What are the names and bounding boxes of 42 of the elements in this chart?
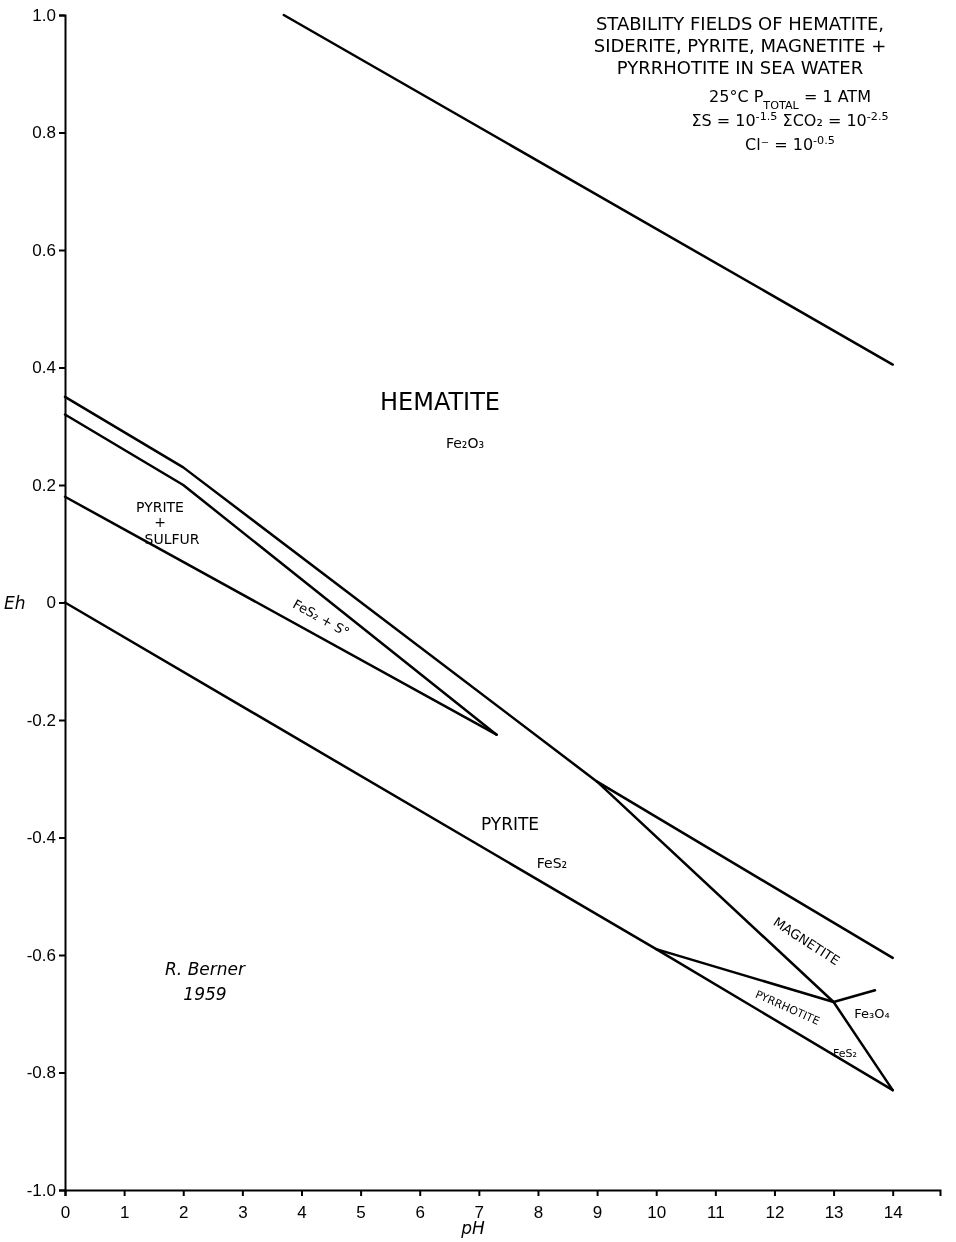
y-tick-label: -0.8 xyxy=(26,1063,56,1083)
annotation: FeS₂ xyxy=(833,1047,857,1060)
x-tick-label: 5 xyxy=(356,1202,366,1222)
annotation: Fe₃O₄ xyxy=(854,1006,890,1021)
x-tick-label: 12 xyxy=(765,1202,785,1222)
x-tick-label: 10 xyxy=(647,1202,667,1222)
annotation: 25°C P$_{TOTAL}$ = 1 ATM xyxy=(709,87,871,112)
x-tick-label: 9 xyxy=(592,1202,603,1222)
annotation: + xyxy=(154,514,166,530)
x-tick-label: 14 xyxy=(883,1202,903,1222)
y-tick-label: -0.2 xyxy=(26,710,56,730)
x-tick-label: 8 xyxy=(533,1202,544,1222)
annotation: PYRITE xyxy=(136,499,184,515)
x-tick-label: 13 xyxy=(824,1202,844,1222)
x-tick-label: 1 xyxy=(119,1202,130,1222)
y-tick-label: -1.0 xyxy=(26,1180,56,1200)
y-tick-label: -0.6 xyxy=(26,945,56,965)
annotation: PYRITE xyxy=(480,814,540,834)
text: STABILITY FIELDS OF HEMATITE, SIDERITE, PYRITE, MAGNETITE + PYRRHOTITE IN SEA WATER xyxy=(593,13,887,78)
annotation: ΣS = 10$^{-1.5}$ ΣCO₂ = 10$^{-2.5}$ xyxy=(691,109,889,130)
y-tick-label: 0.8 xyxy=(32,123,56,143)
annotation: HEMATITE xyxy=(379,388,501,416)
y-tick-label: 0.6 xyxy=(32,240,56,260)
annotation: FeS₂ xyxy=(536,855,568,871)
x-tick-label: 4 xyxy=(297,1202,307,1222)
x-tick-label: 0 xyxy=(60,1202,71,1222)
y-tick-label: -0.4 xyxy=(26,828,56,848)
annotation: FeS₂ + S° xyxy=(290,596,352,640)
annotation: Cl⁻ = 10$^{-0.5}$ xyxy=(745,133,835,154)
y-tick-label: 0 xyxy=(46,593,56,613)
x-tick-label: 11 xyxy=(707,1202,725,1222)
y-axis-title: Eh xyxy=(4,592,26,613)
annotation: SULFUR xyxy=(144,531,200,547)
x-tick-label: 6 xyxy=(415,1202,425,1222)
annotation: 1959 xyxy=(183,984,227,1004)
x-tick-label: 2 xyxy=(179,1202,189,1222)
y-tick-label: 0.4 xyxy=(32,358,56,378)
annotation: R. Berner xyxy=(165,959,246,979)
y-tick-label: 0.2 xyxy=(32,475,56,495)
y-tick-label: 1.0 xyxy=(32,5,56,25)
annotation: Fe₂O₃ xyxy=(445,435,485,451)
x-tick-label: 3 xyxy=(238,1202,248,1222)
